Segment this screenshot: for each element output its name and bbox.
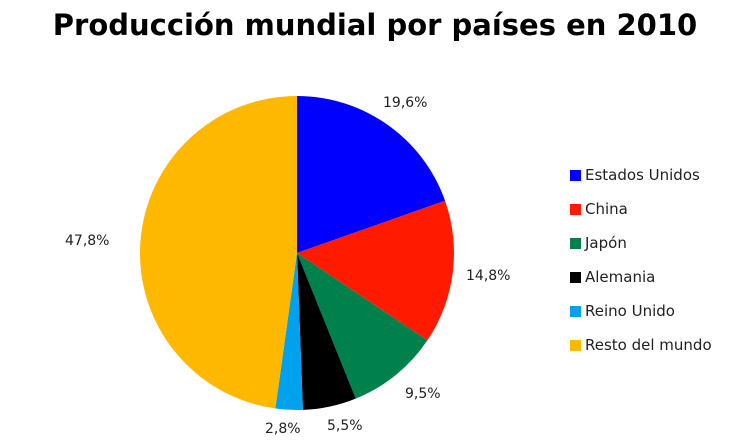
legend-swatch — [570, 203, 581, 215]
label-alemania: 5,5% — [327, 418, 363, 434]
legend-swatch — [570, 339, 581, 351]
legend-item-resto-del-mundo: Resto del mundo — [570, 328, 712, 362]
legend: Estados Unidos China Japón Alemania Rein… — [570, 158, 712, 362]
legend-swatch — [570, 305, 581, 317]
legend-item-alemania: Alemania — [570, 260, 712, 294]
pie-slice-estados-unidos — [297, 96, 446, 253]
legend-swatch — [570, 271, 581, 283]
pie-slice-alemania — [297, 253, 356, 410]
label-china: 14,8% — [466, 268, 511, 284]
legend-swatch — [570, 169, 581, 181]
pie-slice-china — [297, 200, 455, 341]
label-reino-unido: 2,8% — [265, 421, 301, 437]
legend-item-estados-unidos: Estados Unidos — [570, 158, 712, 192]
label-resto-del-mundo: 47,8% — [65, 233, 110, 249]
label-estados-unidos: 19,6% — [383, 95, 428, 111]
pie-slice-reino-unido — [275, 253, 303, 411]
legend-item-japon: Japón — [570, 226, 712, 260]
legend-swatch — [570, 237, 581, 249]
label-japon: 9,5% — [405, 386, 441, 402]
legend-item-china: China — [570, 192, 712, 226]
pie-slice-japón — [297, 253, 428, 399]
chart-title: Producción mundial por países en 2010 — [52, 8, 698, 42]
pie-slice-resto-del-mundo — [140, 96, 297, 409]
legend-item-reino-unido: Reino Unido — [570, 294, 712, 328]
